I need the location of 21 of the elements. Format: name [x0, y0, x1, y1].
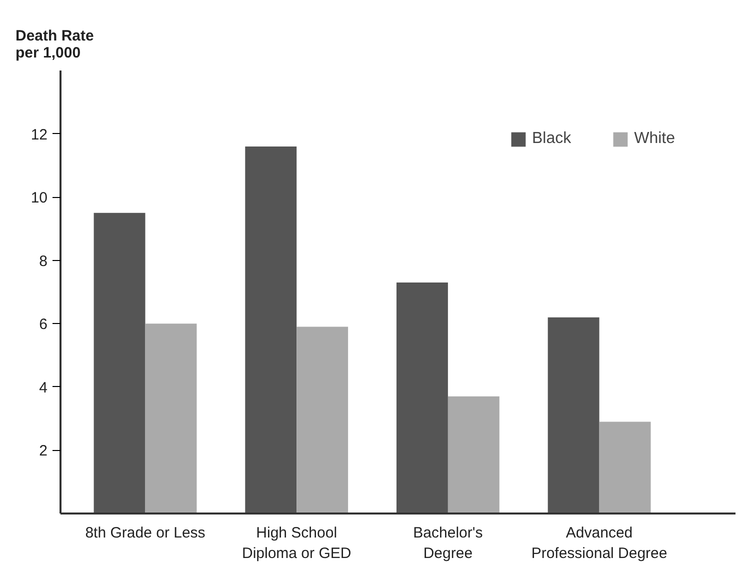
y-tick-label: 8 — [39, 252, 48, 270]
y-tick-label: 10 — [30, 190, 48, 207]
bar — [599, 422, 651, 514]
bar — [448, 396, 500, 514]
bar — [94, 212, 146, 514]
bar — [245, 146, 297, 514]
bar — [145, 324, 197, 514]
x-tick-label: 8th Grade or Less — [85, 524, 206, 542]
y-tick-label: 6 — [39, 316, 48, 334]
x-tick-label: Bachelor's Degree — [413, 524, 483, 562]
x-tick-label: High School Diploma or GED — [242, 524, 352, 562]
x-tick-label: Advanced Professional Degree — [531, 524, 668, 562]
y-tick-label: 2 — [39, 442, 48, 460]
legend-label: White — [634, 130, 675, 148]
bar — [296, 326, 348, 514]
y-axis-title: Death Rate per 1,000 — [16, 28, 94, 62]
y-tick-label: 4 — [39, 379, 48, 396]
bar — [548, 317, 600, 514]
bar — [396, 282, 448, 514]
y-tick-label: 12 — [30, 126, 48, 144]
legend-label: Black — [532, 130, 572, 148]
